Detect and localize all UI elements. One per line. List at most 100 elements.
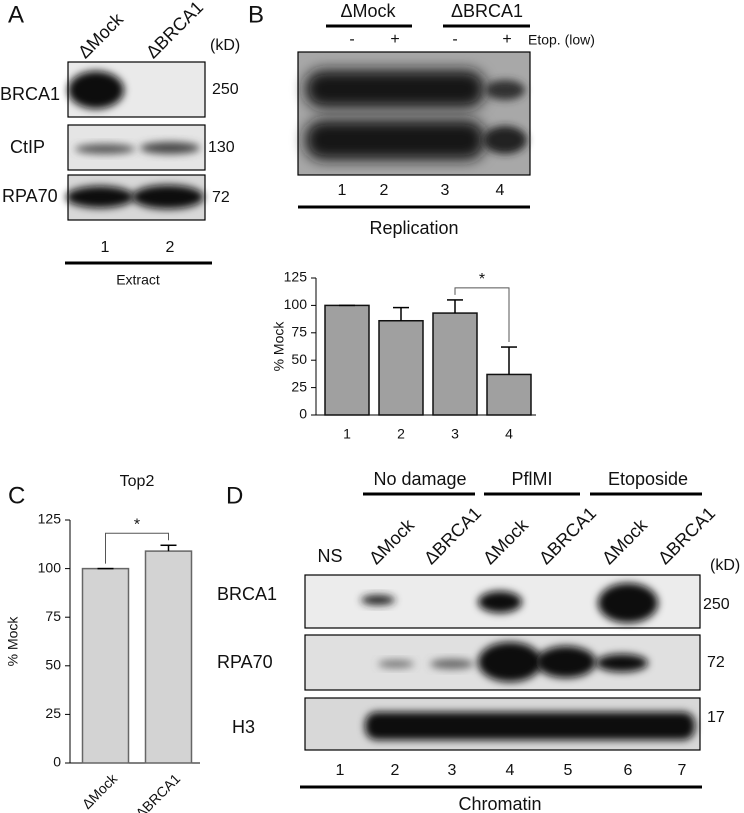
y-tick-label: 25 <box>45 705 61 721</box>
band <box>430 659 474 669</box>
row-label: BRCA1 <box>217 584 277 604</box>
footer: Extract <box>116 272 160 288</box>
band <box>536 646 596 678</box>
y-tick-label: 125 <box>284 269 308 285</box>
lane-number: 6 <box>624 762 633 779</box>
significance-mark: * <box>134 516 140 533</box>
band <box>478 642 542 682</box>
lane-header: ΔMock <box>598 514 652 568</box>
y-tick-label: 0 <box>299 406 307 422</box>
bar <box>144 550 193 764</box>
row-label: H3 <box>232 717 255 737</box>
row-label: BRCA1 <box>0 84 60 104</box>
band <box>598 583 658 623</box>
unit-label: (kD) <box>210 37 240 54</box>
y-tick-label: 25 <box>291 378 307 394</box>
group-header: ΔMock <box>340 1 396 21</box>
x-tick-label: 3 <box>451 426 459 442</box>
x-tick-label: 4 <box>505 426 513 442</box>
lane-number: 7 <box>678 762 687 779</box>
x-tick-label: ΔBRCA1 <box>132 770 183 813</box>
group-header: ΔBRCA1 <box>451 1 523 21</box>
kd-label: 250 <box>703 596 730 613</box>
band <box>132 185 204 209</box>
significance-bracket <box>454 287 510 343</box>
lane-number: 4 <box>506 762 515 779</box>
treatment-label: Etop. (low) <box>528 32 595 48</box>
kd-label: 17 <box>707 709 725 726</box>
x-tick-label: 1 <box>343 426 351 442</box>
y-tick-label: 125 <box>38 511 62 527</box>
footer: Chromatin <box>458 794 541 813</box>
x-tick-label: 2 <box>397 426 405 442</box>
blot-d <box>304 574 701 751</box>
band <box>478 591 522 613</box>
kd-label: 250 <box>212 81 239 98</box>
row-label: RPA70 <box>2 186 58 206</box>
lane-header: ΔBRCA1 <box>142 0 207 62</box>
band <box>483 126 527 154</box>
band <box>305 120 485 160</box>
lane-number: 2 <box>380 182 389 199</box>
lane-header: ΔMock <box>365 514 419 568</box>
band <box>68 71 124 109</box>
y-tick-label: 0 <box>53 754 61 770</box>
treatment: - <box>349 31 354 48</box>
lane-number: 1 <box>338 182 347 199</box>
treatment: - <box>452 31 457 48</box>
group-header: No damage <box>373 469 466 489</box>
treatment: + <box>502 31 511 48</box>
y-tick-label: 50 <box>291 351 307 367</box>
panel-label: D <box>226 482 243 509</box>
lane-number: 2 <box>391 762 400 779</box>
kd-label: 72 <box>707 654 725 671</box>
band <box>66 186 134 208</box>
lane-header: ΔMock <box>74 8 128 62</box>
panel-label: A <box>8 1 24 28</box>
footer: Replication <box>369 218 458 238</box>
group-header: Etoposide <box>608 469 688 489</box>
blot-b <box>297 51 531 176</box>
lane-header: NS <box>317 546 342 566</box>
lane-header: ΔBRCA1 <box>535 503 600 568</box>
unit-label: (kD) <box>710 557 740 574</box>
band <box>596 654 648 672</box>
kd-label: 72 <box>212 189 230 206</box>
bar <box>378 319 424 416</box>
band <box>305 70 485 108</box>
lane-header: ΔBRCA1 <box>420 503 485 568</box>
band <box>485 80 525 100</box>
y-axis-label: % Mock <box>271 321 287 372</box>
lane-number: 3 <box>448 762 457 779</box>
y-tick-label: 75 <box>291 324 307 340</box>
significance-bracket <box>105 532 169 564</box>
x-tick-label: ΔMock <box>79 770 121 812</box>
band <box>140 142 200 154</box>
significance-mark: * <box>479 271 485 288</box>
y-tick-label: 75 <box>45 608 61 624</box>
y-axis-label: % Mock <box>5 616 21 667</box>
bar <box>432 312 478 416</box>
row-label: CtIP <box>10 137 45 157</box>
treatment: + <box>390 31 399 48</box>
lane-number: 4 <box>496 182 505 199</box>
lane-number: 3 <box>441 182 450 199</box>
lane-number: 1 <box>336 762 345 779</box>
group-header: PflMI <box>511 469 552 489</box>
lane-number: 1 <box>101 239 110 256</box>
panel-label: B <box>248 1 264 28</box>
bar <box>81 567 130 764</box>
band <box>365 712 695 740</box>
band <box>75 144 135 154</box>
lane-number: 2 <box>166 239 175 256</box>
row-label: RPA70 <box>217 652 273 672</box>
y-tick-label: 50 <box>45 657 61 673</box>
lane-header: ΔMock <box>479 514 533 568</box>
bar <box>324 304 370 416</box>
bar <box>486 373 532 416</box>
y-tick-label: 100 <box>284 296 308 312</box>
lane-number: 5 <box>564 762 573 779</box>
band <box>361 595 395 605</box>
kd-label: 130 <box>208 139 235 156</box>
